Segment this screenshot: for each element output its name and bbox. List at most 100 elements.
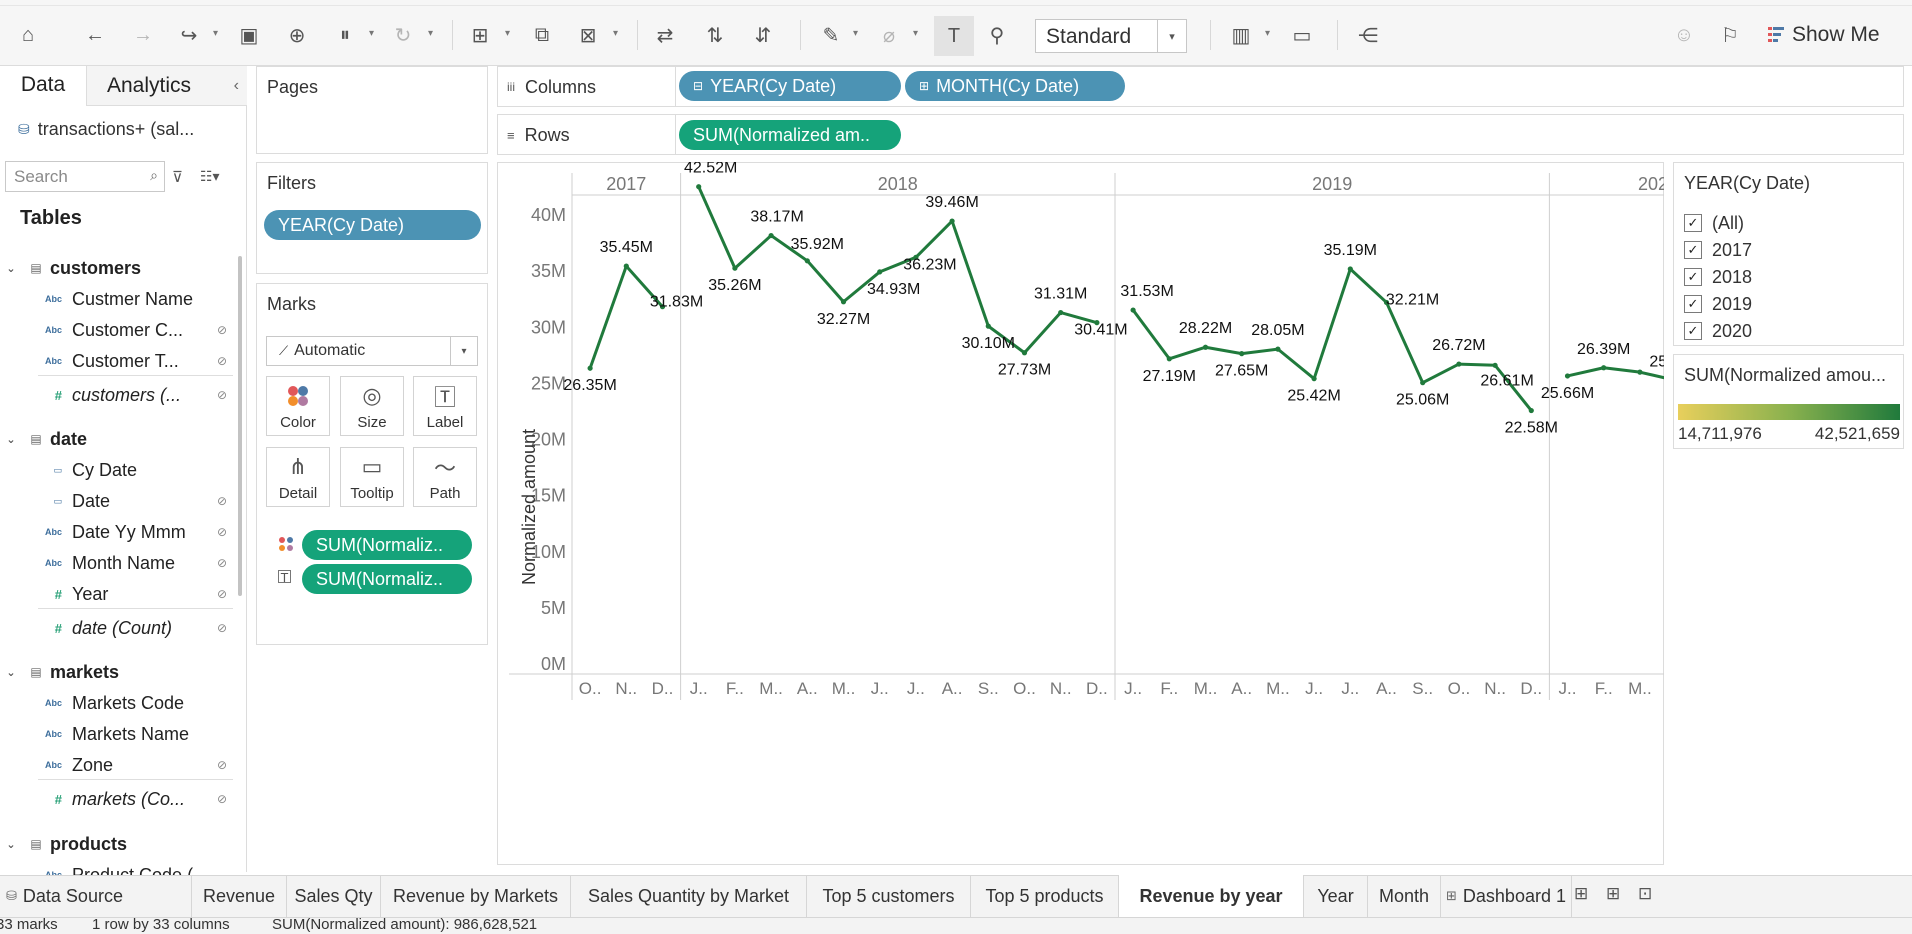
tab-data[interactable]: Data (0, 66, 86, 106)
chevron-down-icon[interactable]: ⌄ (6, 433, 16, 446)
view-mode-select[interactable]: Standard ▾ (1035, 19, 1187, 53)
color-legend-card[interactable]: SUM(Normalized amou... (1673, 354, 1904, 449)
sheet-tab[interactable]: ⊞ Dashboard 1 (1441, 875, 1572, 917)
sort-ascending-icon[interactable]: ⇅ (706, 24, 724, 47)
new-worksheet-caret-icon[interactable]: ▾ (505, 28, 511, 39)
checkbox-checked-icon[interactable]: ✓ (1684, 322, 1702, 340)
chevron-down-icon[interactable]: ⌄ (6, 262, 16, 275)
field-item[interactable]: Abc Month Name ⊘ (0, 548, 235, 578)
clear-caret-icon[interactable]: ▾ (613, 28, 619, 39)
table-group-1[interactable]: ⌄ ▤ date (0, 424, 235, 454)
field-item[interactable]: Abc Customer C... ⊘ (0, 315, 235, 345)
new-story-icon[interactable]: ⊡ (1638, 884, 1653, 903)
show-labels-icon[interactable]: T (934, 16, 974, 56)
collapse-pane-icon[interactable]: ‹ (233, 76, 239, 94)
search-input[interactable]: Search ⌕ (5, 161, 165, 192)
field-item[interactable]: Abc Zone ⊘ (0, 750, 235, 780)
home-icon[interactable]: ⌂ (21, 23, 35, 46)
ask-data-icon[interactable]: ☺ (1673, 23, 1695, 46)
new-sheet-icon[interactable]: ⊞ (1574, 884, 1589, 903)
sheet-tab[interactable]: Revenue by year (1119, 875, 1304, 917)
sheet-tab[interactable]: Sales Qty (287, 875, 381, 917)
chevron-down-icon[interactable]: ⌄ (6, 838, 16, 851)
highlight-caret-icon[interactable]: ▾ (853, 28, 859, 39)
sheet-tab[interactable]: Year (1304, 875, 1368, 917)
replay-icon[interactable]: ↪ (180, 24, 198, 47)
highlight-icon[interactable]: ✎ (822, 24, 840, 47)
field-item[interactable]: ▭ Date ⊘ (0, 486, 235, 516)
year-filter-option[interactable]: ✓ (All) (1684, 210, 1744, 236)
share-icon[interactable]: ⋲ (1358, 24, 1378, 47)
show-cards-icon[interactable]: ▥ (1231, 24, 1251, 47)
new-dashboard-icon[interactable]: ⊞ (1606, 884, 1621, 903)
table-group-2[interactable]: ⌄ ▤ markets (0, 657, 235, 687)
sheet-tab[interactable]: Top 5 customers (807, 875, 971, 917)
fix-axes-icon[interactable]: ⚲ (989, 24, 1005, 47)
filters-card[interactable]: Filters YEAR(Cy Date) (256, 162, 488, 274)
checkbox-checked-icon[interactable]: ✓ (1684, 268, 1702, 286)
marks-label-pill[interactable]: SUM(Normaliz.. (302, 564, 472, 594)
cards-caret-icon[interactable]: ▾ (1265, 28, 1271, 39)
mark-type-dropdown[interactable]: ⟋ Automatic ▾ (266, 336, 478, 366)
sheet-tab[interactable]: Top 5 products (971, 875, 1119, 917)
field-item[interactable]: # Year ⊘ (0, 579, 235, 609)
undo-icon[interactable]: ← (85, 23, 105, 46)
view-options-icon[interactable]: ☷▾ (200, 168, 220, 184)
columns-pill-year[interactable]: ⊟ YEAR(Cy Date) (679, 71, 901, 101)
sheet-tab[interactable]: Sales Quantity by Market (571, 875, 807, 917)
chevron-down-icon[interactable]: ⌄ (6, 666, 16, 679)
marks-label-button[interactable]: 🅃 Label (413, 376, 477, 436)
datasource-item[interactable]: ⛁ transactions+ (sal... (18, 114, 243, 144)
year-filter-option[interactable]: ✓ 2020 (1684, 318, 1752, 344)
replay-caret-icon[interactable]: ▾ (213, 28, 219, 39)
new-datasource-icon[interactable]: ⊕ (288, 24, 306, 47)
sheet-tab[interactable]: Month (1368, 875, 1441, 917)
field-item[interactable]: Abc Markets Code (0, 688, 235, 718)
group-members-icon[interactable]: ⌀ (882, 24, 896, 47)
checkbox-checked-icon[interactable]: ✓ (1684, 295, 1702, 313)
field-item[interactable]: # markets (Co... ⊘ (0, 784, 235, 814)
tab-analytics[interactable]: Analytics ‹ (86, 66, 247, 106)
year-filter-card[interactable]: YEAR(Cy Date) (1673, 162, 1904, 346)
columns-pill-month[interactable]: ⊞ MONTH(Cy Date) (905, 71, 1125, 101)
refresh-caret-icon[interactable]: ▾ (428, 28, 434, 39)
save-icon[interactable]: ▣ (239, 24, 259, 47)
presentation-icon[interactable]: ▭ (1292, 24, 1312, 47)
pause-updates-icon[interactable]: ⏸ (340, 23, 350, 46)
table-group-0[interactable]: ⌄ ▤ customers (0, 253, 235, 283)
filter-fields-icon[interactable]: ⊽ (172, 169, 183, 186)
sheet-tab[interactable]: Revenue (192, 875, 287, 917)
marks-color-button[interactable]: Color (266, 376, 330, 436)
sort-descending-icon[interactable]: ⇵ (754, 24, 772, 47)
field-item[interactable]: Abc Date Yy Mmm ⊘ (0, 517, 235, 547)
marks-detail-button[interactable]: ⋔ Detail (266, 447, 330, 507)
table-group-3[interactable]: ⌄ ▤ products (0, 829, 235, 859)
rows-pill-sum[interactable]: SUM(Normalized am.. (679, 120, 901, 150)
data-pane-scrollbar[interactable] (238, 256, 242, 596)
year-filter-option[interactable]: ✓ 2018 (1684, 264, 1752, 290)
refresh-icon[interactable]: ↻ (394, 24, 412, 47)
group-caret-icon[interactable]: ▾ (913, 28, 919, 39)
redo-icon[interactable]: → (133, 23, 153, 46)
field-item[interactable]: ▭ Cy Date (0, 455, 235, 485)
field-item[interactable]: Abc Custmer Name (0, 284, 235, 314)
field-item[interactable]: # customers (... ⊘ (0, 380, 235, 410)
marks-color-pill[interactable]: SUM(Normaliz.. (302, 530, 472, 560)
marks-size-button[interactable]: ◎ Size (340, 376, 404, 436)
clear-sheet-icon[interactable]: ⊠ (579, 24, 597, 47)
data-source-tab[interactable]: ⛁ Data Source (0, 875, 192, 917)
new-worksheet-icon[interactable]: ⊞ (471, 24, 489, 47)
field-item[interactable]: Abc Customer T... ⊘ (0, 346, 235, 376)
format-painter-icon[interactable]: ⚐ (1721, 24, 1739, 47)
marks-tooltip-button[interactable]: ▭ Tooltip (340, 447, 404, 507)
filter-pill-year[interactable]: YEAR(Cy Date) (264, 210, 481, 240)
checkbox-checked-icon[interactable]: ✓ (1684, 214, 1702, 232)
year-filter-option[interactable]: ✓ 2019 (1684, 291, 1752, 317)
duplicate-icon[interactable]: ⧉ (534, 23, 550, 46)
marks-path-button[interactable]: 〜 Path (413, 447, 477, 507)
checkbox-checked-icon[interactable]: ✓ (1684, 241, 1702, 259)
pause-caret-icon[interactable]: ▾ (369, 28, 375, 39)
sheet-tab[interactable]: Revenue by Markets (381, 875, 571, 917)
field-item[interactable]: Abc Markets Name (0, 719, 235, 749)
year-filter-option[interactable]: ✓ 2017 (1684, 237, 1752, 263)
